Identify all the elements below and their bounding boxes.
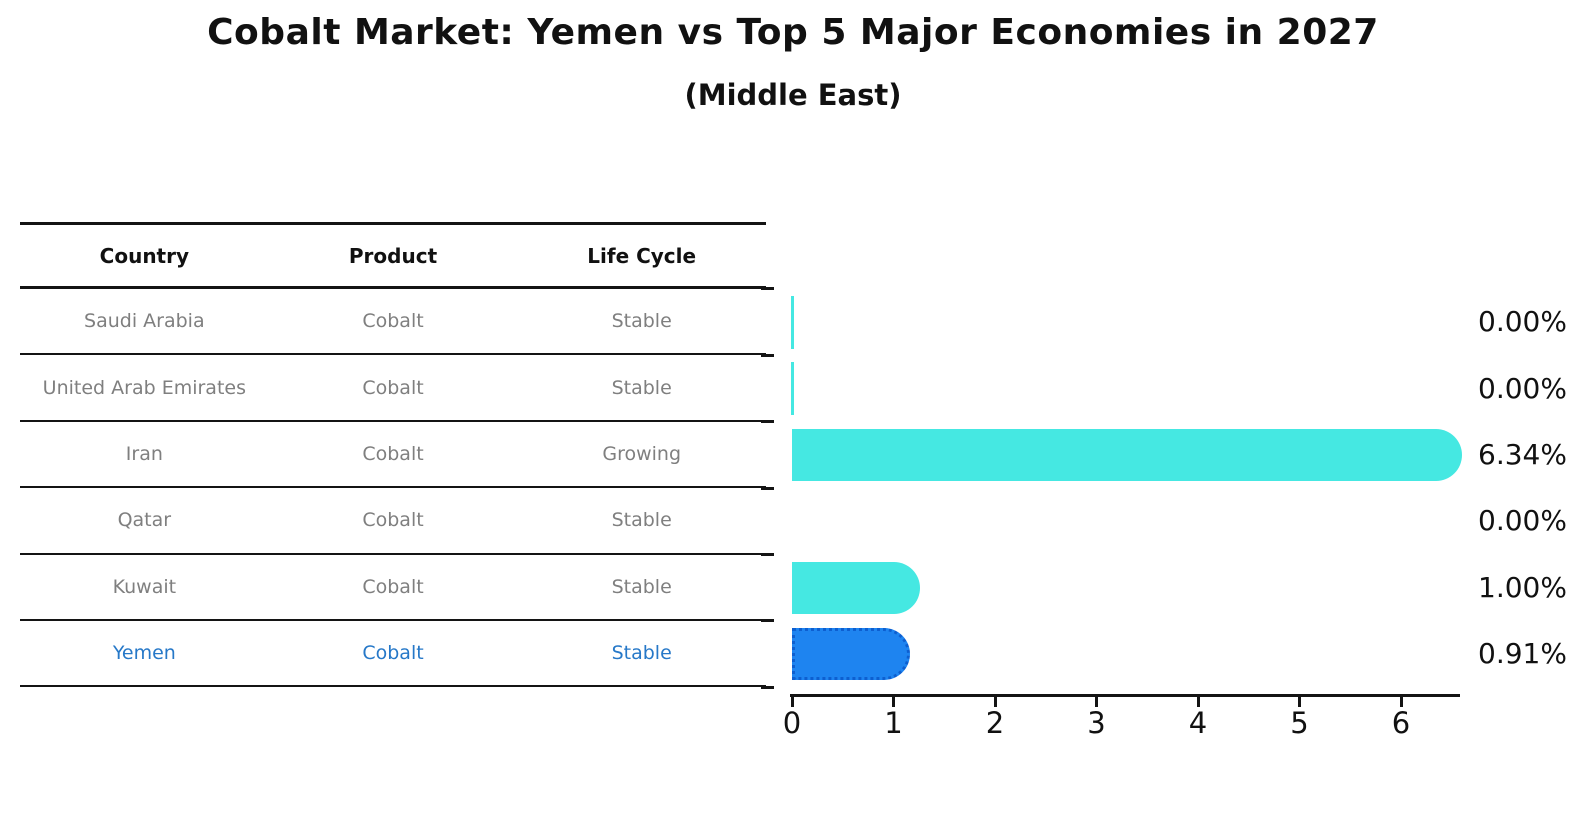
- col-header-lifecycle: Life Cycle: [587, 243, 697, 268]
- bar-kuwait: [792, 561, 920, 614]
- x-tick-label-1: 1: [884, 706, 903, 740]
- product-cell: Cobalt: [362, 642, 424, 665]
- bar-iran: [792, 429, 1462, 481]
- x-tick-1: [892, 697, 895, 707]
- country-cell: United Arab Emirates: [42, 376, 246, 399]
- table-row-yemen: Yemen Cobalt Stable: [20, 621, 766, 688]
- col-header-country: Country: [99, 243, 190, 268]
- country-cell: Yemen: [112, 642, 176, 665]
- x-tick-4: [1196, 697, 1200, 707]
- table-row-united-arab-emirates: United Arab Emirates Cobalt Stable: [20, 355, 766, 422]
- x-tick-label-6: 6: [1391, 706, 1411, 740]
- table-row-qatar: Qatar Cobalt Stable: [20, 488, 766, 555]
- product-cell: Cobalt: [362, 575, 424, 598]
- lifecycle-cell: Stable: [611, 376, 672, 399]
- product-cell: Cobalt: [362, 310, 424, 333]
- country-cell: Saudi Arabia: [84, 310, 205, 333]
- x-tick-2: [993, 697, 997, 707]
- lifecycle-cell: Stable: [611, 310, 672, 333]
- product-cell: Cobalt: [362, 509, 424, 532]
- x-tick-5: [1298, 697, 1301, 707]
- table-header-row: Country Product Life Cycle: [20, 222, 766, 289]
- product-cell: Cobalt: [362, 442, 424, 465]
- x-tick-6: [1399, 697, 1403, 707]
- table-row-iran: Iran Cobalt Growing: [20, 422, 766, 489]
- x-tick-label-5: 5: [1290, 706, 1309, 740]
- x-tick-label-2: 2: [985, 706, 1005, 740]
- table-body: Saudi Arabia Cobalt Stable United Arab Emir…: [20, 289, 766, 688]
- product-cell: Cobalt: [362, 376, 424, 399]
- bar-yemen: [792, 628, 911, 681]
- col-header-product: Product: [348, 243, 438, 268]
- table-row-kuwait: Kuwait Cobalt Stable: [20, 555, 766, 621]
- lifecycle-cell: Stable: [611, 642, 672, 665]
- chart-title: Cobalt Market: Yemen vs Top 5 Major Econ…: [207, 12, 1379, 53]
- value-label-iran: 6.34%: [1478, 438, 1567, 471]
- value-label-kuwait: 1.00%: [1478, 570, 1567, 604]
- data-table: Country Product Life Cycle Saudi Arabia C…: [20, 222, 766, 688]
- x-tick-label-3: 3: [1087, 706, 1106, 740]
- x-tick-label-0: 0: [782, 706, 802, 740]
- country-cell: Qatar: [117, 509, 172, 532]
- bar-united-arab-emirates: [791, 362, 794, 416]
- bar-saudi-arabia: [791, 295, 794, 349]
- x-tick-0: [790, 697, 794, 707]
- x-tick-3: [1095, 697, 1098, 707]
- lifecycle-cell: Stable: [611, 509, 672, 532]
- chart-subtitle: (Middle East): [684, 78, 902, 112]
- table-row-saudi-arabia: Saudi Arabia Cobalt Stable: [20, 289, 766, 356]
- country-cell: Iran: [125, 442, 163, 465]
- value-label-united-arab-emirates: 0.00%: [1478, 371, 1567, 405]
- country-cell: Kuwait: [112, 575, 177, 598]
- value-label-saudi-arabia: 0.00%: [1478, 305, 1567, 339]
- lifecycle-cell: Stable: [611, 575, 672, 598]
- lifecycle-cell: Growing: [602, 442, 682, 465]
- x-axis-line: [790, 694, 1460, 697]
- value-label-yemen: 0.91%: [1478, 637, 1567, 671]
- x-tick-label-4: 4: [1188, 706, 1208, 740]
- value-label-qatar: 0.00%: [1478, 504, 1567, 538]
